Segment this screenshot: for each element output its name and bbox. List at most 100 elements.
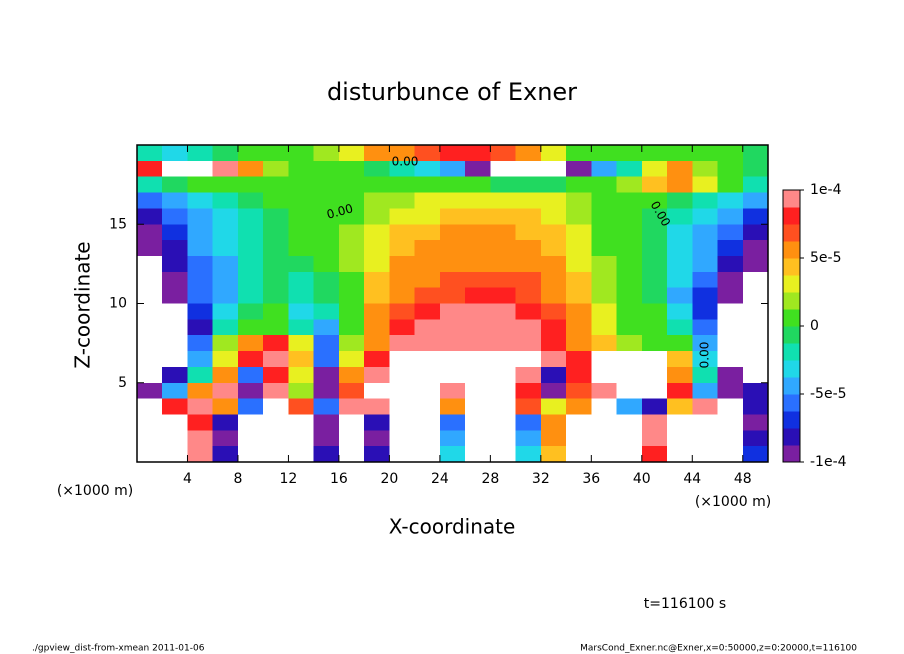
cell: [667, 240, 693, 257]
cell: [364, 208, 390, 225]
cell: [692, 414, 719, 431]
cell: [591, 287, 618, 304]
cell: [414, 224, 441, 241]
x-tick-label: 12: [280, 471, 298, 487]
cell: [187, 176, 214, 194]
cell: [616, 382, 643, 400]
cell: [490, 145, 517, 162]
cell: [742, 160, 769, 178]
cell: [364, 160, 390, 178]
cell: [717, 398, 744, 415]
cell: [515, 382, 542, 400]
cell: [237, 319, 264, 336]
cell: [212, 208, 239, 225]
cell: [465, 145, 491, 162]
cell: [717, 255, 744, 273]
cell: [212, 145, 239, 162]
cell: [591, 335, 618, 352]
cell: [439, 287, 466, 304]
cell: [263, 192, 289, 209]
cell: [515, 271, 542, 289]
cell: [439, 351, 466, 368]
cell: [313, 192, 340, 209]
cell: [465, 176, 491, 194]
cell: [313, 160, 340, 178]
cell: [237, 335, 264, 352]
cell: [667, 208, 693, 225]
cell: [667, 351, 693, 368]
field: [137, 145, 769, 463]
cell: [162, 414, 188, 431]
cell: [490, 208, 517, 225]
cell: [692, 287, 719, 304]
cell: [490, 366, 517, 384]
cell: [490, 176, 517, 194]
cell: [616, 366, 643, 384]
cell: [237, 240, 264, 257]
cell: [288, 366, 315, 384]
cell: [288, 446, 315, 463]
cell: [263, 224, 289, 241]
cell: [338, 430, 365, 447]
cell: [414, 255, 441, 273]
cell: [263, 160, 289, 178]
cell: [490, 287, 517, 304]
cell: [137, 319, 163, 336]
cell: [187, 271, 214, 289]
x-tick-label: 24: [431, 471, 449, 487]
cell: [187, 303, 214, 320]
cell: [414, 319, 441, 336]
cell: [566, 351, 592, 368]
cell: [641, 335, 668, 352]
cell: [742, 414, 769, 431]
cell: [742, 240, 769, 257]
cell: [414, 430, 441, 447]
cell: [591, 176, 618, 194]
cell: [414, 240, 441, 257]
cell: [212, 366, 239, 384]
cell: [667, 224, 693, 241]
x-tick-label: 44: [683, 471, 701, 487]
cell: [490, 224, 517, 241]
colorbar-band: [783, 428, 800, 446]
cell: [313, 271, 340, 289]
cell: [692, 366, 719, 384]
cell: [717, 366, 744, 384]
cell: [717, 446, 744, 463]
colorbar-band: [783, 326, 800, 344]
cell: [566, 255, 592, 273]
colorbar-tick-label: 5e-5: [810, 250, 841, 266]
colorbar-band: [783, 292, 800, 310]
cell: [667, 335, 693, 352]
cell: [187, 287, 214, 304]
cell: [465, 271, 491, 289]
cell: [667, 160, 693, 178]
cell: [364, 145, 390, 162]
cell: [667, 145, 693, 162]
cell: [490, 160, 517, 178]
x-unit-right: (×1000 m): [695, 494, 771, 510]
cell: [641, 319, 668, 336]
x-tick-label: 8: [233, 471, 242, 487]
cell: [692, 224, 719, 241]
cell: [566, 382, 592, 400]
cell: [641, 271, 668, 289]
cell: [439, 303, 466, 320]
cell: [465, 414, 491, 431]
cell: [187, 414, 214, 431]
cell: [237, 366, 264, 384]
cell: [439, 176, 466, 194]
cell: [591, 192, 618, 209]
cell: [692, 176, 719, 194]
cell: [515, 398, 542, 415]
cell: [439, 208, 466, 225]
cell: [616, 160, 643, 178]
cell: [490, 446, 517, 463]
cell: [288, 145, 315, 162]
colorbar-band: [783, 360, 800, 378]
cell: [288, 224, 315, 241]
cell: [187, 208, 214, 225]
cell: [540, 414, 567, 431]
cell: [616, 335, 643, 352]
colorbar-tick-label: -1e-4: [810, 454, 847, 470]
